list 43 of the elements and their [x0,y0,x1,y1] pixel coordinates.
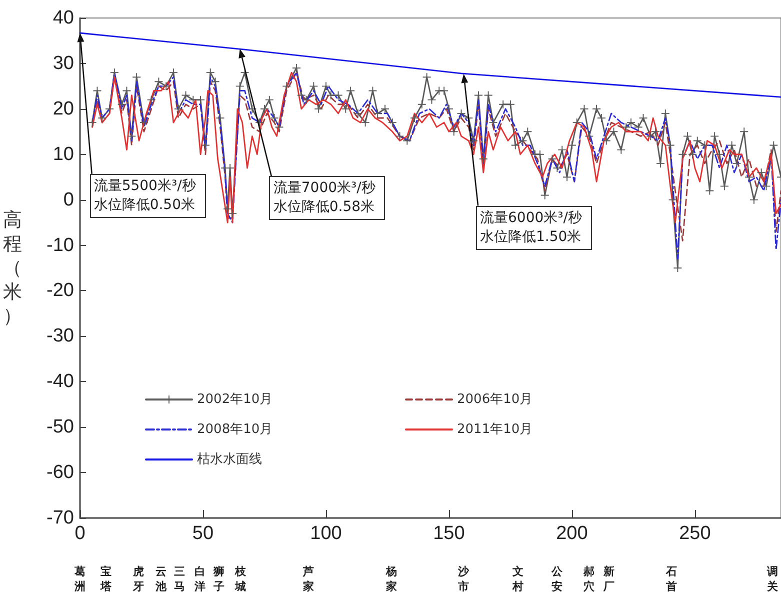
y-tick-label: -10 [46,234,74,256]
text: 云池 [156,564,167,592]
y-tick-label: -40 [46,371,74,392]
text: 芦家 [303,564,314,592]
y-axis-title: 高程（米） [3,209,22,327]
text: 文村 [512,564,524,592]
text: 杨家 [386,564,397,592]
legend-label: 2006年10月 [457,392,533,407]
legend-label: 枯水水面线 [197,452,262,467]
text: 沙市 [458,564,470,592]
x-tick-label: 200 [556,523,588,544]
y-tick-label: 20 [52,98,74,120]
text: 郝穴 [584,564,595,592]
y-tick-label: -50 [46,416,74,438]
y-tick-label: -70 [46,508,74,528]
y-tick-label: 10 [52,144,74,165]
y-tick-label: 0 [63,189,74,210]
text: 三马 [174,564,186,592]
text: 枝城 [235,564,246,592]
text: 宝塔 [100,564,112,592]
text: 石首 [666,564,678,592]
x-tick-label: 250 [679,523,711,544]
y-tick-label: -30 [46,326,74,347]
text: 狮子 [214,564,225,592]
text: 葛洲 [74,564,86,592]
x-tick-label: 150 [433,523,465,544]
annotation: 流量7000米³/秒水位降低0.58米 [269,176,386,220]
legend-label: 2002年10月 [197,392,273,407]
y-tick-label: 40 [52,8,74,28]
annotation: 流量6000米³/秒水位降低1.50米 [476,206,592,250]
x-tick-label: 50 [192,523,214,544]
annotation: 流量5500米³/秒水位降低0.50米 [90,174,206,218]
y-tick-label: -60 [46,462,74,484]
y-tick-label: -20 [46,280,74,302]
text: 调关 [766,564,778,592]
text: 新厂 [603,564,614,592]
text: 白洋 [194,564,206,592]
text: 公安 [552,564,563,592]
legend-label: 2011年10月 [457,422,533,437]
x-tick-label: 100 [310,523,342,544]
y-tick-label: 30 [52,52,74,74]
legend-label: 2008年10月 [197,422,273,437]
text: 虎牙 [132,564,144,592]
